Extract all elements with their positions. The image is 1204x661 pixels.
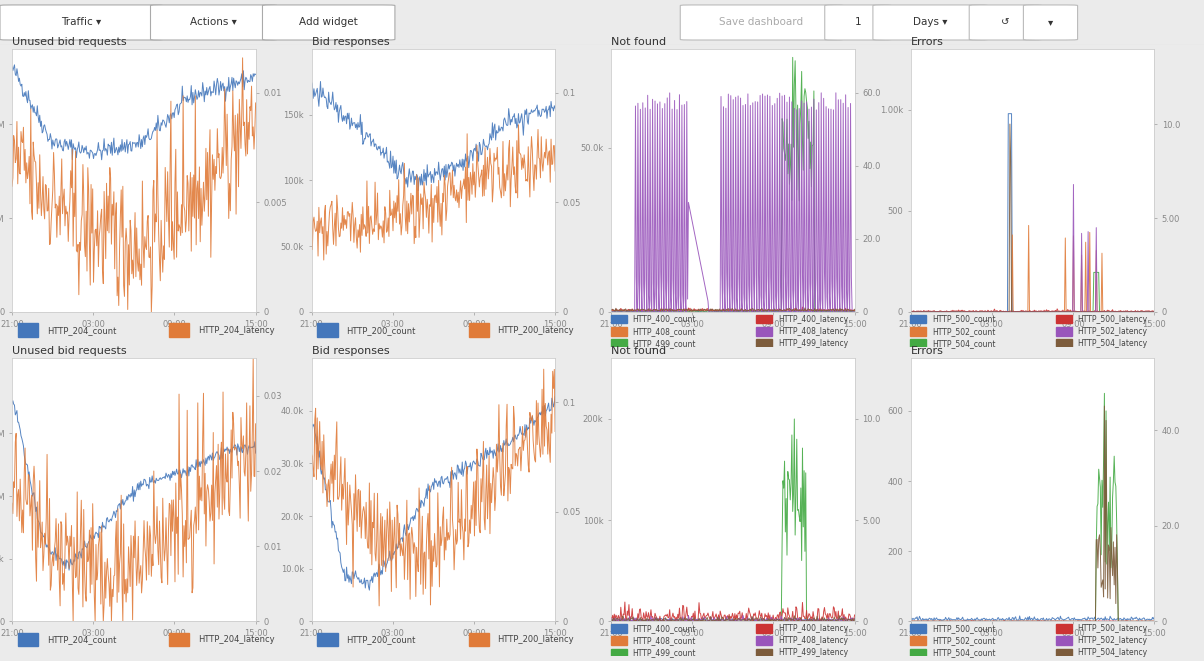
- Bar: [910, 648, 926, 657]
- FancyBboxPatch shape: [0, 5, 163, 40]
- Text: HTTP_408_latency: HTTP_408_latency: [778, 327, 848, 336]
- Bar: [169, 323, 189, 337]
- FancyBboxPatch shape: [969, 5, 1041, 40]
- Text: HTTP_504_latency: HTTP_504_latency: [1078, 648, 1147, 657]
- Text: Bid responses: Bid responses: [312, 346, 389, 356]
- Text: HTTP_502_latency: HTTP_502_latency: [1078, 327, 1147, 336]
- FancyBboxPatch shape: [150, 5, 277, 40]
- Bar: [1056, 648, 1072, 657]
- Text: HTTP_400_latency: HTTP_400_latency: [778, 624, 849, 633]
- Bar: [756, 315, 773, 323]
- Bar: [317, 323, 337, 337]
- Text: Save dashboard: Save dashboard: [720, 17, 803, 28]
- Text: HTTP_499_count: HTTP_499_count: [632, 339, 696, 348]
- Bar: [169, 633, 189, 646]
- Bar: [1056, 637, 1072, 645]
- Bar: [468, 633, 489, 646]
- Text: HTTP_408_latency: HTTP_408_latency: [778, 636, 848, 645]
- Text: ▾: ▾: [1047, 17, 1054, 28]
- Text: ↺: ↺: [1001, 17, 1010, 28]
- Text: HTTP_200_latency: HTTP_200_latency: [497, 635, 574, 644]
- Bar: [910, 327, 926, 336]
- Text: HTTP_200_count: HTTP_200_count: [347, 635, 415, 644]
- Bar: [610, 637, 627, 645]
- Bar: [756, 625, 773, 633]
- Text: HTTP_500_count: HTTP_500_count: [932, 624, 996, 633]
- Bar: [756, 648, 773, 657]
- Bar: [610, 315, 627, 323]
- Text: Not found: Not found: [610, 346, 666, 356]
- Text: HTTP_204_count: HTTP_204_count: [47, 635, 116, 644]
- Text: HTTP_204_count: HTTP_204_count: [47, 326, 116, 334]
- Text: Traffic ▾: Traffic ▾: [61, 17, 101, 28]
- Bar: [910, 625, 926, 633]
- Bar: [610, 327, 627, 336]
- Text: HTTP_499_latency: HTTP_499_latency: [778, 339, 849, 348]
- Text: HTTP_204_latency: HTTP_204_latency: [199, 326, 275, 334]
- Text: Errors: Errors: [910, 37, 944, 47]
- Text: HTTP_500_latency: HTTP_500_latency: [1078, 315, 1147, 323]
- Bar: [1056, 327, 1072, 336]
- Bar: [756, 327, 773, 336]
- Text: Bid responses: Bid responses: [312, 37, 389, 47]
- FancyBboxPatch shape: [873, 5, 987, 40]
- Text: HTTP_500_count: HTTP_500_count: [932, 315, 996, 323]
- Text: Not found: Not found: [610, 37, 666, 47]
- Text: Add widget: Add widget: [300, 17, 358, 28]
- Text: HTTP_499_latency: HTTP_499_latency: [778, 648, 849, 657]
- Bar: [317, 633, 337, 646]
- Bar: [1056, 339, 1072, 348]
- Text: HTTP_502_count: HTTP_502_count: [932, 327, 996, 336]
- FancyBboxPatch shape: [262, 5, 395, 40]
- Text: HTTP_502_count: HTTP_502_count: [932, 636, 996, 645]
- Bar: [910, 637, 926, 645]
- Text: HTTP_504_count: HTTP_504_count: [932, 648, 996, 657]
- Bar: [18, 633, 39, 646]
- FancyBboxPatch shape: [1023, 5, 1078, 40]
- Text: HTTP_400_latency: HTTP_400_latency: [778, 315, 849, 323]
- Bar: [610, 648, 627, 657]
- Text: HTTP_408_count: HTTP_408_count: [632, 636, 696, 645]
- Bar: [1056, 315, 1072, 323]
- Text: HTTP_500_latency: HTTP_500_latency: [1078, 624, 1147, 633]
- Text: HTTP_400_count: HTTP_400_count: [632, 624, 696, 633]
- Text: Days ▾: Days ▾: [913, 17, 948, 28]
- Text: HTTP_502_latency: HTTP_502_latency: [1078, 636, 1147, 645]
- Text: Errors: Errors: [910, 346, 944, 356]
- Text: HTTP_200_latency: HTTP_200_latency: [497, 326, 574, 334]
- Text: Unused bid requests: Unused bid requests: [12, 37, 126, 47]
- Text: HTTP_204_latency: HTTP_204_latency: [199, 635, 275, 644]
- FancyBboxPatch shape: [680, 5, 843, 40]
- Text: Actions ▾: Actions ▾: [190, 17, 237, 28]
- FancyBboxPatch shape: [825, 5, 891, 40]
- Bar: [610, 339, 627, 348]
- Text: HTTP_200_count: HTTP_200_count: [347, 326, 415, 334]
- Text: HTTP_504_latency: HTTP_504_latency: [1078, 339, 1147, 348]
- Text: HTTP_504_count: HTTP_504_count: [932, 339, 996, 348]
- Bar: [1056, 625, 1072, 633]
- Bar: [610, 625, 627, 633]
- Bar: [756, 339, 773, 348]
- Text: HTTP_400_count: HTTP_400_count: [632, 315, 696, 323]
- Text: Unused bid requests: Unused bid requests: [12, 346, 126, 356]
- Text: HTTP_499_count: HTTP_499_count: [632, 648, 696, 657]
- Bar: [910, 339, 926, 348]
- Bar: [468, 323, 489, 337]
- Text: HTTP_408_count: HTTP_408_count: [632, 327, 696, 336]
- Bar: [18, 323, 39, 337]
- Bar: [910, 315, 926, 323]
- Bar: [756, 637, 773, 645]
- Text: 1: 1: [855, 17, 861, 28]
